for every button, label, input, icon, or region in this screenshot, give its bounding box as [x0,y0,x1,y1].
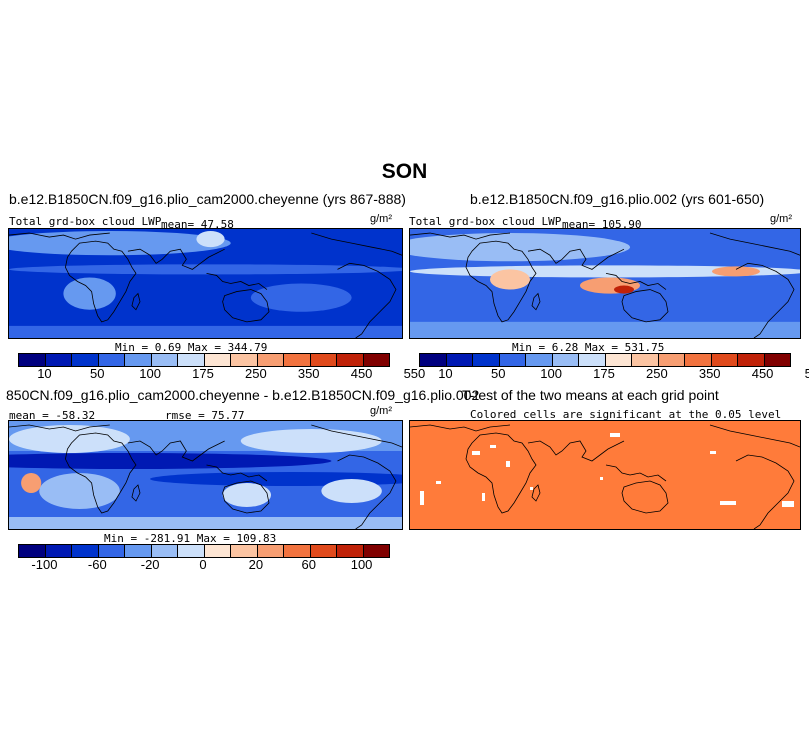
panel-3-title: 850CN.f09_g16.plio_cam2000.cheyenne - b.… [6,387,480,403]
panel-4-subtitle: Colored cells are significant at the 0.0… [470,408,782,421]
panel-2-map [409,228,801,339]
colorbar-swatch [125,354,152,366]
colorbar-swatch [257,354,284,366]
colorbar-tick-label: 50 [90,366,105,381]
panel-2-units: g/m² [770,213,792,225]
colorbar-tick-label: 350 [698,366,721,381]
colorbar-swatch [363,354,389,366]
colorbar-swatch [473,354,500,366]
panel-2-minmax: Min = 6.28 Max = 531.75 [512,341,665,354]
colorbar-swatch [552,354,579,366]
panel-3-units: g/m² [370,405,392,417]
colorbar-swatch [738,354,765,366]
colorbar-swatch [257,545,284,557]
panel-2-mean-label: mean= 105.90 [562,218,642,231]
figure-title: SON [381,160,428,183]
panel-1-colorbar [18,353,390,367]
colorbar-swatch [231,354,258,366]
panel-3-colorbar-ticks: -100 -60 -20 0 20 60 100 [18,557,388,573]
panel-1-title: b.e12.B1850CN.f09_g16.plio_cam2000.cheye… [9,191,406,207]
panel-3-rmse-label: rmse = 75.77 [165,409,245,422]
colorbar-swatch [764,354,790,366]
panel-1-mean-label: mean= 47.58 [161,218,234,231]
colorbar-swatch [658,354,685,366]
colorbar-swatch [632,354,659,366]
colorbar-swatch [151,354,178,366]
colorbar-swatch [337,354,364,366]
colorbar-tick-label: 50 [491,366,506,381]
colorbar-tick-label: 175 [192,366,214,381]
colorbar-swatch [605,354,632,366]
colorbar-swatch [420,354,447,366]
colorbar-tick-label: 20 [248,557,264,572]
colorbar-swatch [45,545,72,557]
panel-3-colorbar [18,544,390,558]
panel-1-colorbar-ticks: 10 50 100 175 250 350 450 550 [18,366,425,382]
colorbar-swatch [72,545,99,557]
colorbar-swatch [19,545,46,557]
panel-2-colorbar-ticks: 10 50 100 175 250 350 450 550 [419,366,809,382]
panel-1-variable-label: Total grd-box cloud LWP [9,215,162,228]
colorbar-swatch [499,354,526,366]
panel-3-mean-label: mean = -58.32 [9,409,96,422]
colorbar-swatch [231,545,258,557]
colorbar-tick-label: 350 [297,366,320,381]
colorbar-swatch [446,354,473,366]
colorbar-tick-label: 60 [301,557,316,572]
colorbar-swatch [284,545,311,557]
colorbar-tick-label: 100 [540,366,562,381]
colorbar-tick-label: -20 [140,557,160,572]
colorbar-swatch [98,545,125,557]
panel-2-variable-label: Total grd-box cloud LWP [409,215,562,228]
colorbar-swatch [711,354,738,366]
colorbar-swatch [178,354,205,366]
panel-1-map [8,228,403,339]
panel-4-map [409,420,801,530]
colorbar-tick-label: 175 [593,366,615,381]
colorbar-tick-label: 450 [751,366,774,381]
colorbar-tick-label: 450 [350,366,373,381]
colorbar-tick-label: 100 [139,366,161,381]
colorbar-swatch [310,545,337,557]
colorbar-tick-label: 10 [37,366,52,381]
colorbar-swatch [310,354,337,366]
colorbar-swatch [526,354,553,366]
panel-3-minmax: Min = -281.91 Max = 109.83 [104,532,277,545]
colorbar-swatch [45,354,72,366]
colorbar-swatch [125,545,152,557]
colorbar-tick-label: -100 [31,557,58,572]
panel-2-colorbar [419,353,791,367]
colorbar-swatch [178,545,205,557]
colorbar-tick-label: 10 [438,366,453,381]
colorbar-swatch [284,354,311,366]
colorbar-tick-label: 250 [244,366,267,381]
colorbar-swatch [337,545,364,557]
colorbar-tick-label: -60 [87,557,107,572]
panel-4-title: T-test of the two means at each grid poi… [462,387,719,403]
colorbar-tick-label: 550 [403,366,426,381]
colorbar-swatch [72,354,99,366]
colorbar-tick-label: 550 [804,366,809,381]
colorbar-swatch [204,545,231,557]
colorbar-tick-label: 0 [199,557,207,572]
colorbar-swatch [363,545,389,557]
panel-2-title: b.e12.B1850CN.f09_g16.plio.002 (yrs 601-… [470,191,765,207]
colorbar-swatch [204,354,231,366]
colorbar-tick-label: 250 [645,366,668,381]
panel-1-units: g/m² [370,213,392,225]
colorbar-tick-label: 100 [350,557,373,572]
colorbar-swatch [579,354,606,366]
colorbar-swatch [19,354,46,366]
colorbar-swatch [98,354,125,366]
colorbar-swatch [151,545,178,557]
panel-1-minmax: Min = 0.69 Max = 344.79 [115,341,268,354]
panel-3-map [8,420,403,530]
colorbar-swatch [685,354,712,366]
